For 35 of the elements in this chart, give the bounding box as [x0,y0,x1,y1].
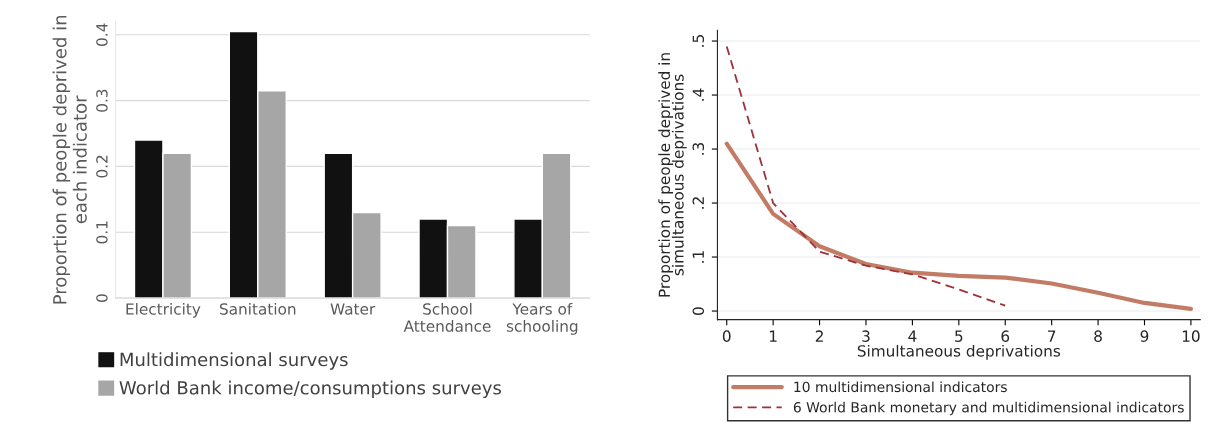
y-tick-label: .1 [692,251,704,263]
legend-label: World Bank income/consumptions surveys [119,380,501,399]
y-tick-label: 0.1 [96,221,108,244]
x-axis-title: Simultaneous deprivations [857,344,1061,360]
x-tick-label: Water [330,303,376,315]
y-axis-title: Proportion of people deprived in each indicator [52,15,87,304]
y-tick-label: 0.3 [96,89,108,112]
x-tick-label: 6 [1001,330,1010,342]
x-tick-label: 5 [955,330,963,342]
x-tick-label: 8 [1094,330,1102,342]
x-tick-label: 0 [722,330,731,342]
x-tick-label: 3 [862,330,870,342]
y-tick-label: .2 [692,197,704,209]
legend-label: 10 multidimensional indicators [794,381,1007,393]
x-tick-label: 9 [1140,330,1149,342]
y-axis-title: Proportion of people deprived in simultaneous deprivations [658,53,687,297]
x-tick-label: Electricity [126,302,201,318]
y-tick-label: 0 [96,294,108,302]
x-tick-label: 4 [908,330,917,342]
y-tick-label: 0.4 [96,23,108,46]
x-tick-label: School Attendance [403,302,491,332]
y-tick-label: .5 [692,35,705,47]
y-tick-label: .4 [692,88,704,101]
line-series [724,141,1193,311]
x-tick-label: 7 [1048,330,1056,342]
y-tick-label: .3 [692,142,705,155]
x-tick-label: 2 [815,330,823,342]
line-series [725,45,1007,307]
x-tick-label: Years of schooling [506,302,578,335]
legend-label: 6 World Bank monetary and multidimensional indicators [793,401,1184,416]
x-tick-label: 10 [1182,330,1200,342]
x-tick-label: 1 [769,330,777,342]
y-tick-label: 0.2 [96,155,108,178]
legend-label: Multidimensional surveys [120,352,348,370]
x-tick-label: Sanitation [220,302,296,315]
